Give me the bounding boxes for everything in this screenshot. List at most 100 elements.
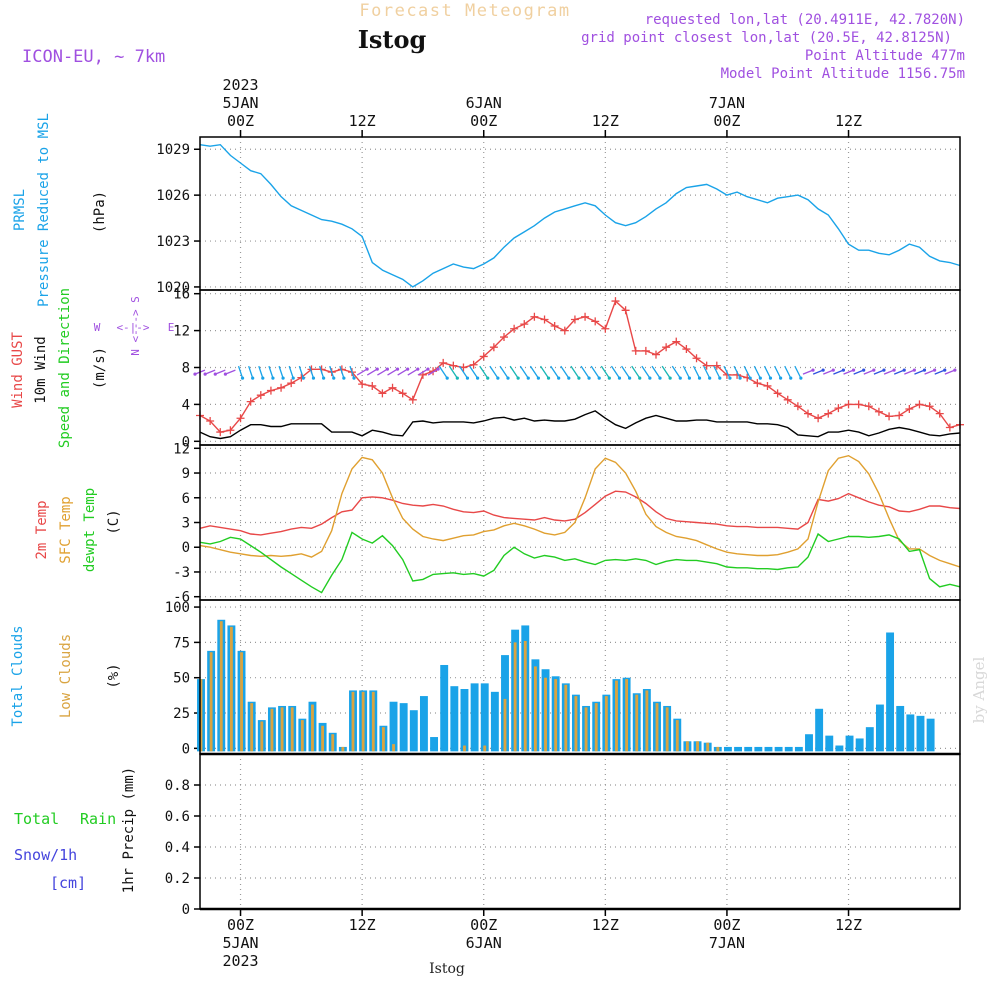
wind-direction-arrow	[448, 365, 458, 379]
gust-marker	[530, 312, 539, 321]
compass-e: E	[168, 321, 175, 334]
wind-panel: 0 4 8 12 16	[173, 287, 964, 450]
precip-unit: 1hr Precip (mm)	[121, 767, 137, 893]
gust-marker	[692, 354, 701, 363]
wind-direction-arrowhead	[648, 376, 652, 380]
wind-direction-arrowhead	[385, 367, 389, 371]
wind-direction-arrow	[529, 365, 539, 379]
wind-direction-arrow	[377, 368, 388, 376]
wind-direction-arrow	[387, 368, 398, 376]
low-cloud-bar	[321, 725, 325, 752]
gust-marker	[631, 346, 640, 355]
clouds-ytick-label: 75	[173, 635, 190, 651]
wind10-label: 10m Wind	[33, 336, 49, 403]
gust-marker	[378, 389, 387, 398]
wind-direction-arrowhead	[872, 368, 876, 372]
low-cloud-bar	[250, 703, 254, 752]
bottom-time-label: 2023	[222, 952, 258, 970]
gust-marker	[256, 391, 265, 400]
wind-direction-arrow	[863, 369, 875, 375]
temp-ytick-label: 6	[182, 491, 190, 507]
low-cloud-bar	[260, 721, 264, 752]
wind-direction-arrow	[318, 365, 325, 379]
low-cloud-bar	[706, 742, 710, 752]
wind-direction-arrow	[308, 365, 315, 379]
wind-direction-arrow	[407, 368, 419, 376]
wind-direction-arrowhead	[240, 376, 245, 380]
gust-marker	[540, 315, 549, 324]
total-cloud-bar	[409, 710, 418, 752]
precip-labels: Total Rain Snow/1h [cm] 1hr Precip (mm)	[14, 767, 137, 893]
gust-marker	[581, 312, 590, 321]
wind-direction-arrow	[458, 365, 469, 379]
total-cloud-bar	[450, 686, 459, 752]
gust-marker	[368, 381, 377, 390]
wind-direction-arrowhead	[697, 376, 702, 380]
temp-unit: (C)	[106, 509, 122, 534]
wind-direction-arrow	[248, 365, 254, 379]
wind-direction-arrowhead	[557, 376, 561, 380]
gust-marker	[520, 320, 529, 329]
gust-marker	[591, 317, 600, 326]
top-time-label: 00Z	[227, 112, 254, 130]
wind-direction-arrowhead	[546, 376, 551, 380]
wind-direction-arrowhead	[536, 376, 541, 380]
gust-marker	[682, 345, 691, 354]
wind-direction-arrow	[904, 369, 915, 375]
gust-marker	[236, 414, 245, 423]
wind-direction-arrow	[692, 365, 701, 379]
low-cloud-bar	[503, 698, 507, 752]
total-cloud-bar	[805, 734, 813, 752]
gust-marker	[246, 397, 255, 406]
wind-direction-arrowhead	[476, 376, 480, 380]
bottom-time-label: 00Z	[227, 916, 254, 934]
wind-direction-arrow	[298, 365, 304, 379]
snow-unit: [cm]	[50, 874, 86, 892]
wind-direction-arrowhead	[301, 376, 305, 380]
low-cloud-bar	[696, 741, 699, 752]
wind-direction-arrowhead	[607, 376, 611, 380]
gust-marker	[702, 361, 711, 370]
gust-marker	[895, 411, 904, 420]
wind-direction-arrowhead	[271, 376, 275, 380]
requested-coords: requested lon,lat (20.4911E, 42.7820N)	[645, 12, 965, 28]
bottom-time-label: 7JAN	[709, 934, 745, 952]
wind-direction-arrowhead	[352, 376, 356, 380]
bottom-time-label: 12Z	[835, 916, 862, 934]
wind-direction-arrowhead	[597, 376, 601, 380]
wind-direction-arrowhead	[426, 367, 430, 371]
gust-marker	[783, 395, 792, 404]
panels: 10201023102610290481216-6-30369120255075…	[156, 136, 964, 918]
gust-marker	[864, 402, 873, 411]
low-cloud-bar	[199, 679, 203, 752]
low-cloud-bar	[665, 707, 669, 752]
wind-direction-arrowhead	[708, 376, 712, 380]
gust-marker	[641, 346, 650, 355]
wind-unit: (m/s)	[92, 347, 108, 389]
wind-direction-arrow	[225, 369, 236, 375]
gust-marker	[510, 324, 519, 333]
total-clouds-label: Total Clouds	[10, 625, 26, 726]
total-cloud-bar	[875, 704, 884, 752]
compass-w: W	[94, 321, 101, 334]
gust-marker	[854, 400, 863, 409]
rain-label-b: Rain	[80, 810, 116, 828]
gust-marker	[935, 409, 944, 418]
wind-direction-arrowhead	[526, 376, 530, 380]
gust-marker	[844, 400, 853, 409]
bottom-time-label: 12Z	[592, 916, 619, 934]
low-cloud-bar	[584, 707, 588, 752]
wind-direction-arrow	[600, 365, 610, 379]
clouds-ytick-label: 50	[173, 671, 190, 687]
wind-direction-arrowhead	[718, 376, 722, 380]
wind-direction-arrow	[438, 365, 448, 379]
gust-marker	[266, 386, 275, 395]
low-cloud-bar	[574, 696, 578, 752]
low-cloud-bar	[280, 707, 284, 752]
total-cloud-bar	[389, 701, 398, 752]
wind-direction-arrow	[509, 365, 519, 379]
wind-direction-arrowhead	[678, 376, 682, 380]
wind-direction-arrow	[356, 368, 368, 376]
clouds-ytick-label: 100	[165, 600, 190, 616]
